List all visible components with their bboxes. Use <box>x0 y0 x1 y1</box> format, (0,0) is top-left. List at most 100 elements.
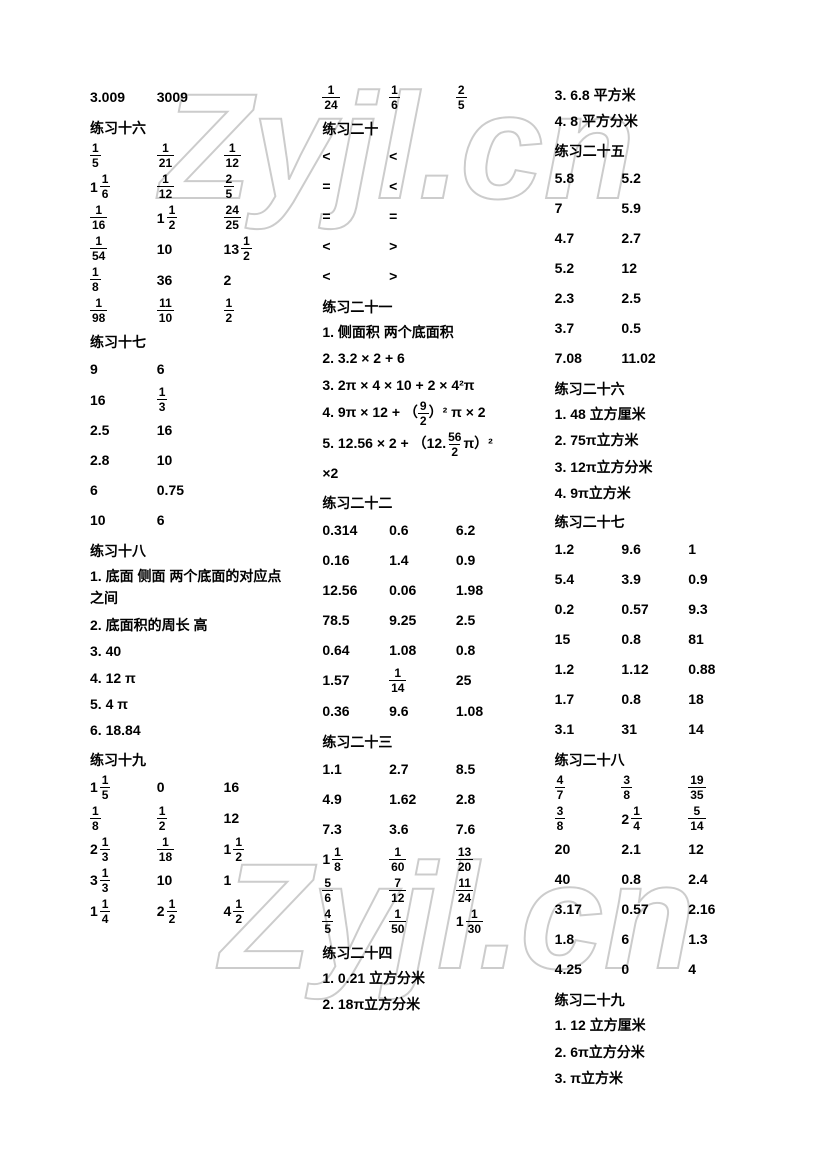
data-row: 1.12.78.5 <box>322 756 524 782</box>
section-title: 练习二十五 <box>555 141 757 161</box>
data-cell: 2.5 <box>621 290 688 306</box>
data-row: 96 <box>90 356 292 382</box>
data-cell: 6.2 <box>456 522 523 538</box>
data-cell: 213 <box>90 836 157 863</box>
data-cell: 1110 <box>157 297 224 324</box>
data-row: 0.641.080.8 <box>322 637 524 663</box>
data-cell: 1124 <box>456 877 523 904</box>
data-cell: 114 <box>90 898 157 925</box>
data-row: 154101312 <box>90 235 292 262</box>
data-row: 3.0093009 <box>90 84 292 110</box>
data-cell: 124 <box>322 84 389 111</box>
data-row: 198111012 <box>90 297 292 324</box>
data-cell: 198 <box>90 297 157 324</box>
data-cell: < <box>389 148 456 164</box>
data-cell: 1.2 <box>555 661 622 677</box>
data-cell: 712 <box>389 877 456 904</box>
data-row: <> <box>322 263 524 289</box>
data-row: 2.810 <box>90 447 292 473</box>
data-row: 15121112 <box>90 142 292 169</box>
text-line: 1. 底面 侧面 两个底面的对应点之间 <box>90 565 292 610</box>
text-line: 4. 9π × 12 + （92）² π × 2 <box>322 400 524 427</box>
data-cell: 0.8 <box>456 642 523 658</box>
data-row: 1.5711425 <box>322 667 524 694</box>
section-title: 练习十六 <box>90 118 292 138</box>
data-row: 567121124 <box>322 877 524 904</box>
data-cell: 3.9 <box>621 571 688 587</box>
data-cell: 5.4 <box>555 571 622 587</box>
data-cell: 1.8 <box>555 931 622 947</box>
data-row: 3.170.572.16 <box>555 896 757 922</box>
section-title: 练习二十一 <box>322 297 524 317</box>
data-cell: 15 <box>555 631 622 647</box>
section-title: 练习二十八 <box>555 750 757 770</box>
data-cell: 154 <box>90 235 157 262</box>
data-cell: 0.8 <box>621 691 688 707</box>
text-line: 6. 18.84 <box>90 719 292 741</box>
data-cell: 1.2 <box>555 541 622 557</box>
data-row: 7.33.67.6 <box>322 816 524 842</box>
text-line: 2. 3.2 × 2 + 6 <box>322 347 524 369</box>
data-cell: 14 <box>688 721 755 737</box>
data-cell: 38 <box>621 774 688 801</box>
data-cell: 0.9 <box>456 552 523 568</box>
data-cell: = <box>322 178 389 194</box>
data-row: 5.85.2 <box>555 165 757 191</box>
data-cell: 45 <box>322 908 389 935</box>
data-cell: 2.16 <box>688 901 755 917</box>
data-row: 0.369.61.08 <box>322 698 524 724</box>
data-cell: 3.6 <box>389 821 456 837</box>
text-line: 4. 12 π <box>90 667 292 689</box>
data-cell: 112 <box>224 142 291 169</box>
section-title: 练习二十三 <box>322 732 524 752</box>
section-title: 练习二十二 <box>322 493 524 513</box>
data-cell: 514 <box>688 805 755 832</box>
data-cell: 1 <box>224 872 291 888</box>
data-row: 3.70.5 <box>555 315 757 341</box>
data-cell: 56 <box>322 877 389 904</box>
text-line: 3. 6.8 平方米 <box>555 84 757 106</box>
data-cell: 5.2 <box>555 260 622 276</box>
data-cell: 2.4 <box>688 871 755 887</box>
data-cell: 150 <box>389 908 456 935</box>
data-cell: 0 <box>621 961 688 977</box>
data-cell: 4.9 <box>322 791 389 807</box>
data-row: 181212 <box>90 805 292 832</box>
data-cell: 112 <box>224 836 291 863</box>
data-cell: 40 <box>555 871 622 887</box>
section-title: 练习二十六 <box>555 379 757 399</box>
data-row: 2.516 <box>90 417 292 443</box>
data-row: 150.881 <box>555 626 757 652</box>
data-cell: 2.3 <box>555 290 622 306</box>
data-cell: 1320 <box>456 846 523 873</box>
data-cell: 6 <box>90 482 157 498</box>
data-cell: 0.8 <box>621 631 688 647</box>
text-line: 3. 40 <box>90 640 292 662</box>
data-cell: 1.57 <box>322 672 389 688</box>
text-line: ×2 <box>322 462 524 484</box>
data-row: 1241625 <box>322 84 524 111</box>
data-row: 7.0811.02 <box>555 345 757 371</box>
data-cell: 2425 <box>224 204 291 231</box>
data-cell: 0.36 <box>322 703 389 719</box>
data-cell: 2.5 <box>90 422 157 438</box>
column-3: 3. 6.8 平方米4. 8 平方分米练习二十五5.85.275.94.72.7… <box>555 80 757 1094</box>
section-title: 练习二十 <box>322 119 524 139</box>
data-cell: 78.5 <box>322 612 389 628</box>
section-title: 练习二十九 <box>555 990 757 1010</box>
data-row: << <box>322 143 524 169</box>
data-cell: 2.7 <box>621 230 688 246</box>
data-cell: 3009 <box>157 89 224 105</box>
data-cell: < <box>322 238 389 254</box>
data-row: 1161122425 <box>90 204 292 231</box>
data-row: 4.72.7 <box>555 225 757 251</box>
data-cell: 5.9 <box>621 200 688 216</box>
data-cell: 1.7 <box>555 691 622 707</box>
data-cell: 1.08 <box>456 703 523 719</box>
data-cell: 116 <box>90 204 157 231</box>
data-cell: 2.7 <box>389 761 456 777</box>
data-cell: 160 <box>389 846 456 873</box>
data-cell: = <box>322 208 389 224</box>
data-cell: 1.62 <box>389 791 456 807</box>
data-row: 451501130 <box>322 908 524 935</box>
